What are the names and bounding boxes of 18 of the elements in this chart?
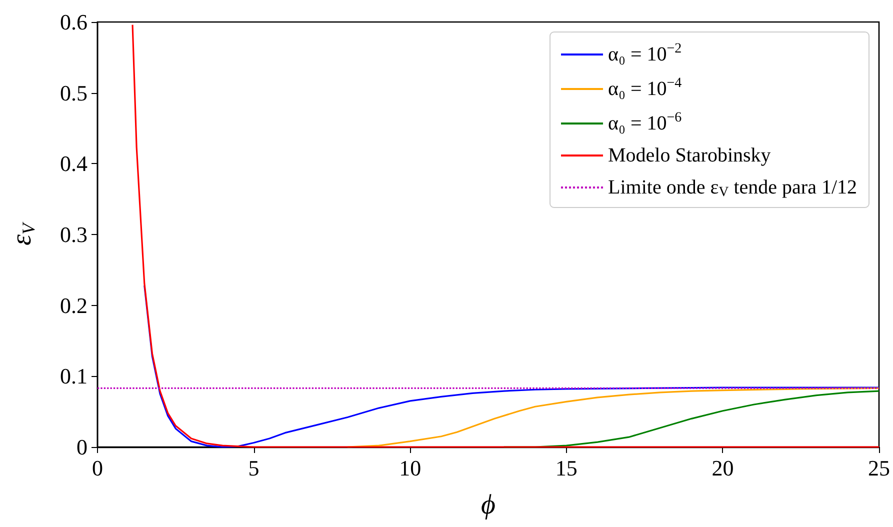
y-tick-label: 0.2 xyxy=(60,292,88,318)
x-tick-label: 20 xyxy=(712,456,734,480)
line-series xyxy=(132,24,880,448)
x-axis-title: ϕ xyxy=(481,490,496,520)
y-axis-title: εV xyxy=(6,221,38,246)
line-series xyxy=(144,284,880,448)
legend-label: Modelo Starobinsky xyxy=(608,144,771,166)
x-tick-label: 5 xyxy=(248,456,260,480)
y-tick-label: 0.1 xyxy=(60,364,88,389)
y-tick-label: 0.6 xyxy=(60,10,88,34)
y-tick-label: 0 xyxy=(76,434,88,460)
x-tick-label: 15 xyxy=(555,456,578,480)
x-tick-label: 25 xyxy=(868,456,890,480)
x-tick-label: 10 xyxy=(399,456,422,480)
x-tick-label: 0 xyxy=(92,456,103,480)
y-tick-label: 0.4 xyxy=(60,151,88,176)
y-tick-label: 0.3 xyxy=(60,222,88,247)
y-tick-label: 0.5 xyxy=(60,80,88,106)
